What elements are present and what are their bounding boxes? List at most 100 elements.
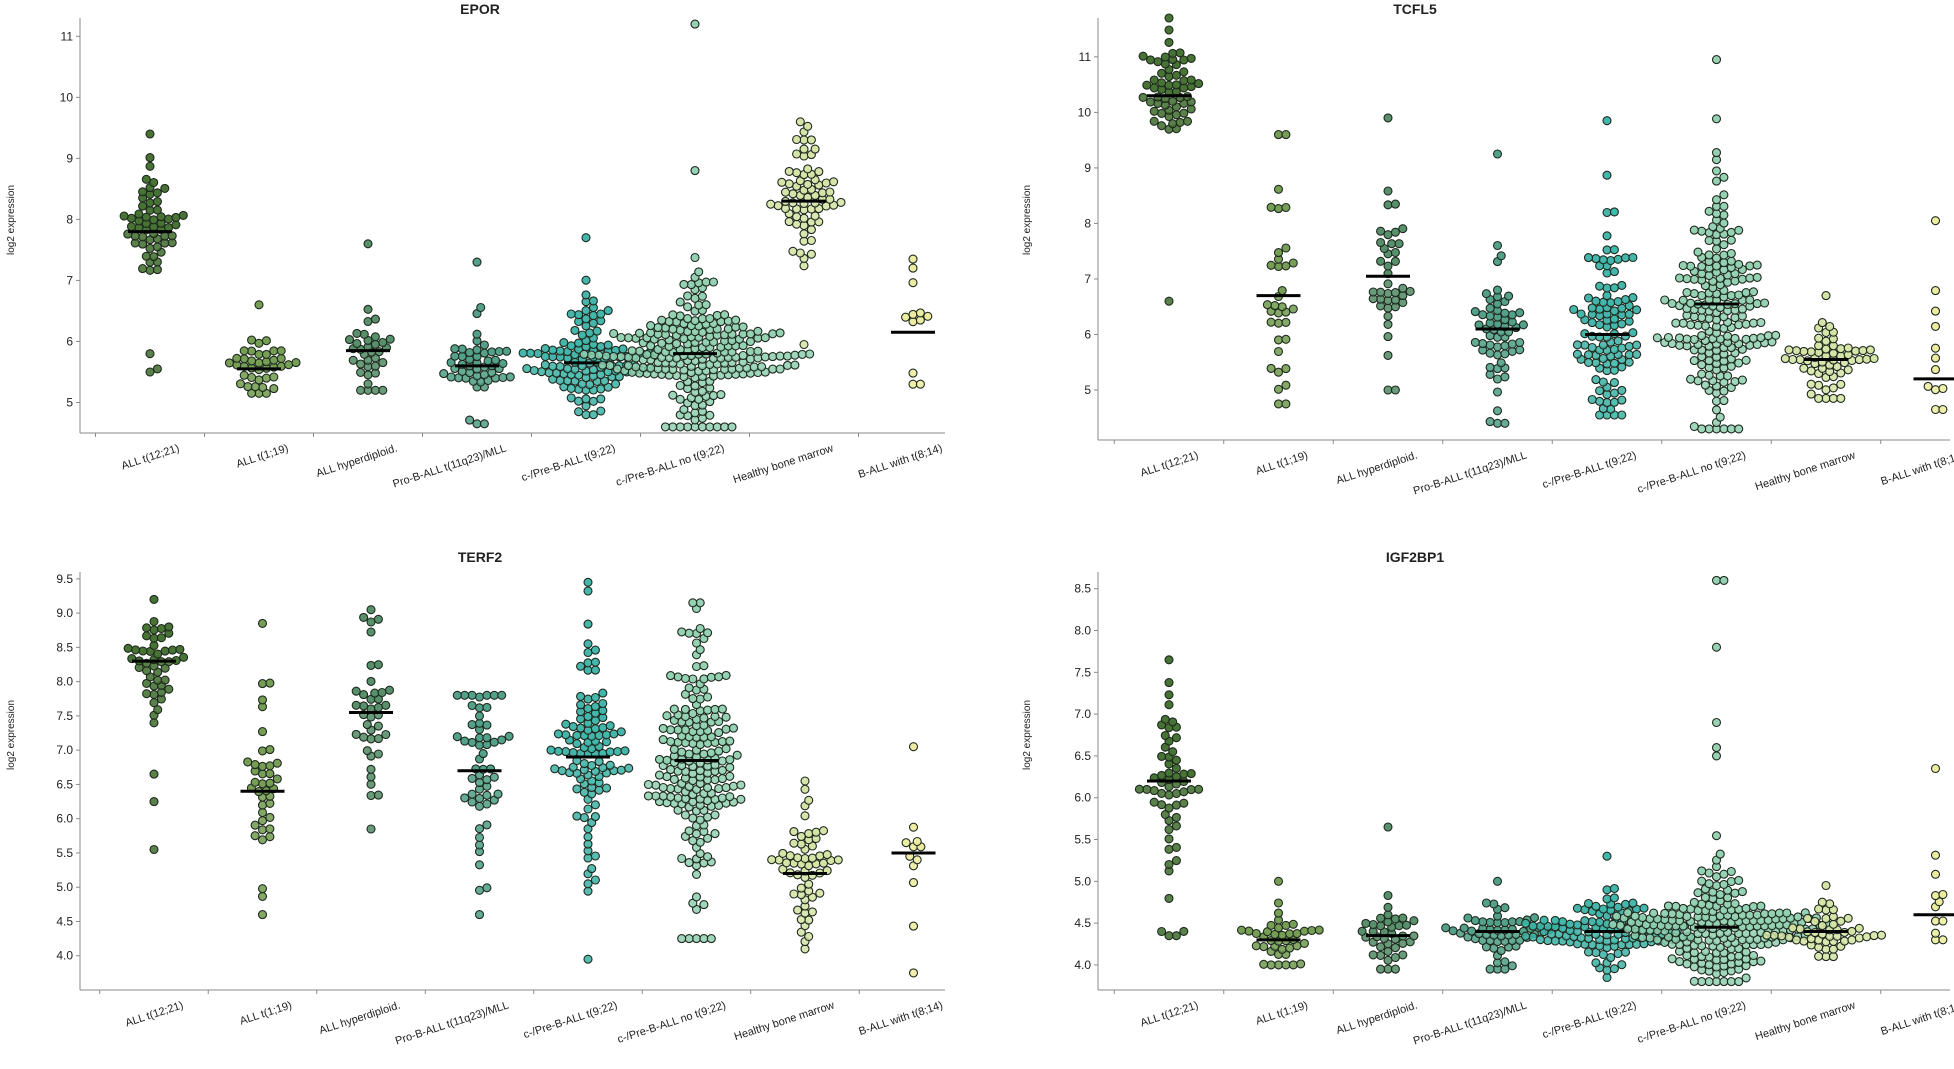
data-point <box>1825 899 1835 909</box>
data-point <box>680 725 690 735</box>
dot-group <box>766 117 846 350</box>
data-point <box>1383 288 1393 299</box>
data-point <box>1704 356 1714 366</box>
data-point <box>152 364 162 374</box>
data-point <box>1726 235 1736 245</box>
data-point <box>616 332 626 343</box>
data-point <box>1741 355 1751 365</box>
data-point <box>1478 917 1488 927</box>
data-point <box>482 775 492 785</box>
data-point <box>467 737 477 747</box>
data-point <box>720 422 730 432</box>
data-point <box>1719 190 1729 200</box>
data-point <box>344 335 355 345</box>
data-point <box>1632 349 1642 359</box>
data-point <box>1602 245 1612 255</box>
data-point <box>1515 337 1525 348</box>
data-point <box>1745 273 1755 283</box>
data-point <box>457 351 467 362</box>
data-point <box>1262 300 1272 310</box>
data-point <box>479 419 489 429</box>
data-point <box>1930 891 1941 901</box>
data-point <box>1602 231 1612 241</box>
data-point <box>653 323 663 333</box>
data-point <box>753 346 763 356</box>
data-point <box>789 889 799 899</box>
data-point <box>691 661 702 672</box>
data-point <box>153 675 163 685</box>
data-point <box>235 379 246 389</box>
data-point <box>553 729 563 739</box>
data-point <box>1500 957 1510 967</box>
data-point <box>697 386 707 396</box>
data-point <box>149 844 159 855</box>
data-point <box>1806 389 1816 399</box>
data-point <box>1678 295 1688 305</box>
data-point <box>908 822 919 832</box>
data-point <box>1609 314 1619 324</box>
data-point <box>658 791 668 801</box>
data-point <box>1828 383 1838 393</box>
data-point <box>1383 230 1393 240</box>
data-point <box>1583 293 1594 303</box>
data-point <box>1609 245 1619 255</box>
data-point <box>450 351 460 361</box>
data-point <box>1667 954 1677 964</box>
data-point <box>1620 253 1631 263</box>
data-point <box>138 264 148 274</box>
data-point <box>1273 384 1284 394</box>
dot-group <box>1923 216 1948 415</box>
data-point <box>1719 977 1729 987</box>
data-point <box>1383 902 1393 912</box>
data-point <box>642 350 652 360</box>
category-label: ALL t(1;19) <box>1254 449 1309 477</box>
data-point <box>912 836 922 847</box>
data-point <box>623 361 633 371</box>
data-point <box>1307 925 1317 936</box>
data-point <box>1164 803 1174 813</box>
data-point <box>1760 909 1770 919</box>
data-point <box>1273 367 1284 377</box>
data-point <box>474 832 485 843</box>
data-point <box>1730 313 1740 323</box>
data-point <box>923 311 933 321</box>
data-point <box>568 722 578 732</box>
data-point <box>504 731 514 741</box>
data-point <box>1609 267 1619 277</box>
data-point <box>1686 298 1696 308</box>
y-tick-label: 8.0 <box>1074 624 1091 638</box>
data-point <box>254 300 264 310</box>
data-point <box>1836 393 1846 403</box>
data-point <box>1390 256 1400 266</box>
data-point <box>1171 842 1181 852</box>
data-point <box>167 645 178 655</box>
data-point <box>1719 201 1729 211</box>
data-point <box>261 336 271 346</box>
data-point <box>145 161 155 171</box>
data-point <box>705 313 715 324</box>
data-point <box>1481 898 1491 908</box>
data-point <box>1376 913 1386 923</box>
data-point <box>126 213 137 223</box>
data-point <box>784 217 794 227</box>
data-point <box>472 329 482 339</box>
data-point <box>370 361 380 371</box>
data-point <box>654 770 665 780</box>
data-point <box>1726 866 1736 877</box>
data-point <box>1734 424 1744 434</box>
data-point <box>1390 295 1400 305</box>
data-point <box>363 379 373 389</box>
data-point <box>1606 255 1616 266</box>
data-point <box>710 810 720 820</box>
data-point <box>581 275 591 285</box>
data-point <box>269 372 279 382</box>
data-point <box>1164 834 1174 844</box>
data-point <box>701 300 711 310</box>
data-point <box>482 883 492 893</box>
data-point <box>474 740 485 750</box>
data-point <box>1171 931 1181 941</box>
data-point <box>1186 769 1196 779</box>
data-point <box>708 277 719 287</box>
data-point <box>1737 274 1747 284</box>
data-point <box>284 360 294 370</box>
